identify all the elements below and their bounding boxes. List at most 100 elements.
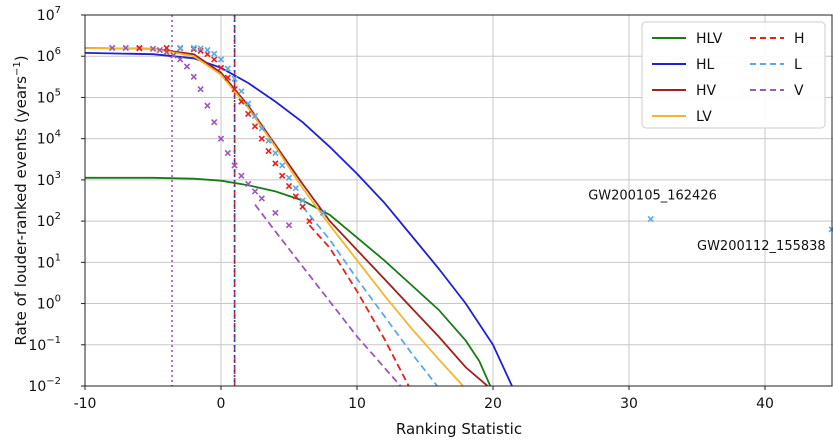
y-axis-label-exponent: −1 — [12, 61, 23, 76]
legend-label-L: L — [794, 57, 802, 73]
trigger-point — [238, 88, 245, 95]
x-tick-label: 0 — [217, 396, 226, 412]
legend-label-HLV: HLV — [696, 31, 723, 47]
x-tick-label: -10 — [74, 396, 97, 412]
trigger-point — [258, 135, 265, 142]
y-tick-label: 103 — [37, 170, 61, 189]
x-tick-label: 20 — [484, 396, 502, 412]
trigger-point — [272, 149, 279, 157]
trigger-point — [292, 193, 299, 200]
trigger-point — [245, 100, 252, 107]
trigger-point — [292, 184, 299, 192]
trigger-point — [647, 215, 654, 223]
trigger-point — [231, 162, 238, 169]
y-tick-label: 10−2 — [28, 376, 61, 395]
trigger-point — [211, 56, 218, 63]
trigger-point — [251, 188, 259, 195]
axis-ticks: -10 0 10 20 30 40 10−2 10−1 100 101 102 103 104 105 10… — [28, 5, 773, 412]
trigger-point — [258, 195, 265, 202]
trigger-point — [224, 149, 231, 157]
trigger-point — [251, 123, 259, 130]
trigger-point — [211, 119, 218, 126]
series-line-V — [254, 204, 402, 386]
trigger-point — [156, 46, 163, 54]
plot-frame — [84, 14, 833, 387]
series-line-HV — [85, 47, 489, 386]
trigger-point — [251, 112, 259, 120]
trigger-point — [265, 147, 272, 155]
y-tick-label: 10−1 — [28, 335, 61, 354]
event-annotation: GW200105_162426 — [588, 189, 717, 204]
y-axis-label-text: Rate of louder-ranked events (years — [12, 76, 30, 346]
trigger-point — [183, 63, 191, 70]
legend: HLV H HL L HV V LV — [641, 21, 826, 129]
trigger-point — [136, 44, 143, 52]
y-tick-label: 102 — [37, 211, 61, 230]
legend-box — [641, 21, 826, 129]
trigger-point — [109, 44, 116, 52]
trigger-point — [245, 180, 252, 188]
trigger-point — [319, 209, 327, 217]
trigger-point — [279, 162, 286, 169]
trigger-point — [217, 56, 225, 63]
trigger-point — [197, 86, 204, 93]
trigger-point — [217, 135, 225, 142]
trigger-point — [245, 110, 252, 118]
y-tick-label: 101 — [37, 252, 61, 271]
series-line-HLV — [85, 176, 492, 386]
trigger-point — [231, 75, 238, 83]
trigger-point — [285, 174, 293, 181]
trigger-point — [122, 44, 129, 52]
trigger-point — [299, 197, 306, 204]
trigger-point — [163, 44, 170, 52]
trigger-point — [299, 203, 306, 210]
series-line-HL — [85, 52, 513, 386]
trigger-point — [285, 182, 293, 190]
trigger-point — [224, 65, 231, 72]
trigger-point — [190, 73, 197, 80]
trigger-point — [258, 125, 265, 132]
y-tick-label: 105 — [37, 87, 61, 106]
trigger-point — [231, 86, 238, 93]
y-tick-label: 107 — [37, 5, 61, 24]
series-line-L — [301, 206, 438, 386]
trigger-point — [272, 209, 279, 217]
trigger-point — [265, 137, 272, 144]
trigger-point — [170, 52, 177, 59]
x-axis-label: Ranking Statistic — [396, 420, 522, 438]
series-line-H — [308, 224, 410, 386]
legend-label-H: H — [794, 31, 805, 47]
y-tick-label: 104 — [37, 129, 61, 148]
trigger-point — [211, 50, 218, 57]
trigger-point — [279, 172, 286, 179]
threshold-lines — [171, 15, 236, 386]
trigger-point — [190, 44, 197, 52]
y-axis-label: Rate of louder-ranked events (years−1) — [12, 55, 30, 345]
trigger-markers — [109, 44, 833, 233]
y-axis-label-close: ) — [12, 55, 30, 61]
x-tick-label: 40 — [756, 396, 774, 412]
series-line-LV — [85, 47, 464, 386]
trigger-point — [177, 44, 184, 52]
legend-label-HV: HV — [696, 83, 717, 99]
legend-label-LV: LV — [696, 109, 712, 125]
legend-label-HL: HL — [696, 57, 715, 73]
trigger-point — [149, 45, 157, 52]
series-lines — [85, 47, 513, 386]
trigger-point — [224, 74, 231, 81]
trigger-point — [217, 64, 225, 71]
trigger-point — [190, 46, 197, 53]
x-tick-label: 10 — [348, 396, 366, 412]
trigger-point — [272, 160, 279, 167]
y-tick-label: 106 — [37, 46, 61, 65]
trigger-point — [238, 98, 245, 105]
y-tick-label: 100 — [37, 294, 61, 313]
event-annotation: GW200112_155838 — [697, 239, 826, 254]
trigger-point — [177, 56, 184, 63]
trigger-point — [204, 102, 211, 109]
trigger-point — [238, 172, 245, 179]
x-tick-label: 30 — [620, 396, 638, 412]
trigger-point — [204, 46, 211, 54]
legend-label-V: V — [794, 83, 804, 99]
